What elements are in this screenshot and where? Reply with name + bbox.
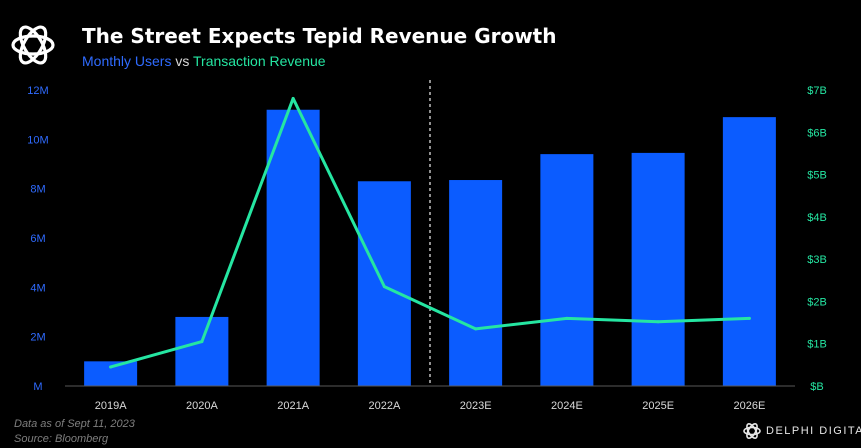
brand-mark: DELPHI DIGITAL [740,420,861,444]
line-layer [109,96,751,369]
left-axis-tick-label: 12M [27,85,48,97]
x-tick-label: 2020A [186,400,218,412]
transaction-revenue-line [109,96,751,369]
x-tick-label: 2023E [460,400,492,412]
right-axis-tick-label: $1B [807,339,827,351]
chart-subtitle: Monthly Users vs Transaction Revenue [82,53,326,69]
left-axis-tick-label: 10M [27,134,48,146]
revenue-point-2020A [200,340,204,344]
left-axis-tick-label: 6M [30,233,45,245]
chart-title: The Street Expects Tepid Revenue Growth [82,24,557,48]
left-axis-tick-label: 2M [30,332,45,344]
label-layer: 2019A 2020A 2021A 2022A 2023E 2024E 2025E 2026E… [27,85,826,412]
right-axis-tick-label: $B [810,381,823,393]
revenue-point-2021A [291,96,295,100]
subtitle-transaction-revenue: Transaction Revenue [193,53,326,69]
bar-2025E [631,152,685,386]
x-tick-label: 2026E [733,400,765,412]
x-tick-label: 2019A [95,400,127,412]
right-axis-tick-label: $7B [807,85,827,97]
x-tick-label: 2025E [642,400,674,412]
revenue-point-2023E [474,327,478,331]
left-axis-tick-label: M [33,381,42,393]
left-axis-tick-label: 4M [30,282,45,294]
bar-2023E [449,180,503,386]
subtitle-monthly-users: Monthly Users [82,53,172,69]
right-axis-tick-label: $5B [807,170,827,182]
bar-2019A [84,361,138,386]
revenue-point-2024E [565,316,569,320]
bar-2026E [722,117,776,386]
revenue-point-2022A [382,285,386,289]
bar-2020A [175,316,229,386]
data-source-note: Source: Bloomberg [14,433,109,445]
revenue-point-2025E [656,320,660,324]
revenue-point-2026E [747,316,751,320]
right-axis-tick-label: $2B [807,296,827,308]
x-tick-label: 2021A [277,400,309,412]
bar-2024E [540,154,594,386]
subtitle-connector: vs [175,53,190,69]
brand-name: DELPHI DIGITAL [766,425,861,437]
bars-layer [84,109,776,386]
right-axis-tick-label: $3B [807,254,827,266]
x-tick-label: 2024E [551,400,583,412]
revenue-point-2019A [109,365,113,369]
right-axis-tick-label: $4B [807,212,827,224]
brand-logo-icon [743,423,761,439]
bar-2021A [266,109,320,386]
right-axis-tick-label: $6B [807,127,827,139]
left-axis-tick-label: 8M [30,184,45,196]
x-tick-label: 2022A [368,400,400,412]
data-date-note: Data as of Sept 11, 2023 [14,418,135,430]
delphi-logo-icon [11,25,55,65]
